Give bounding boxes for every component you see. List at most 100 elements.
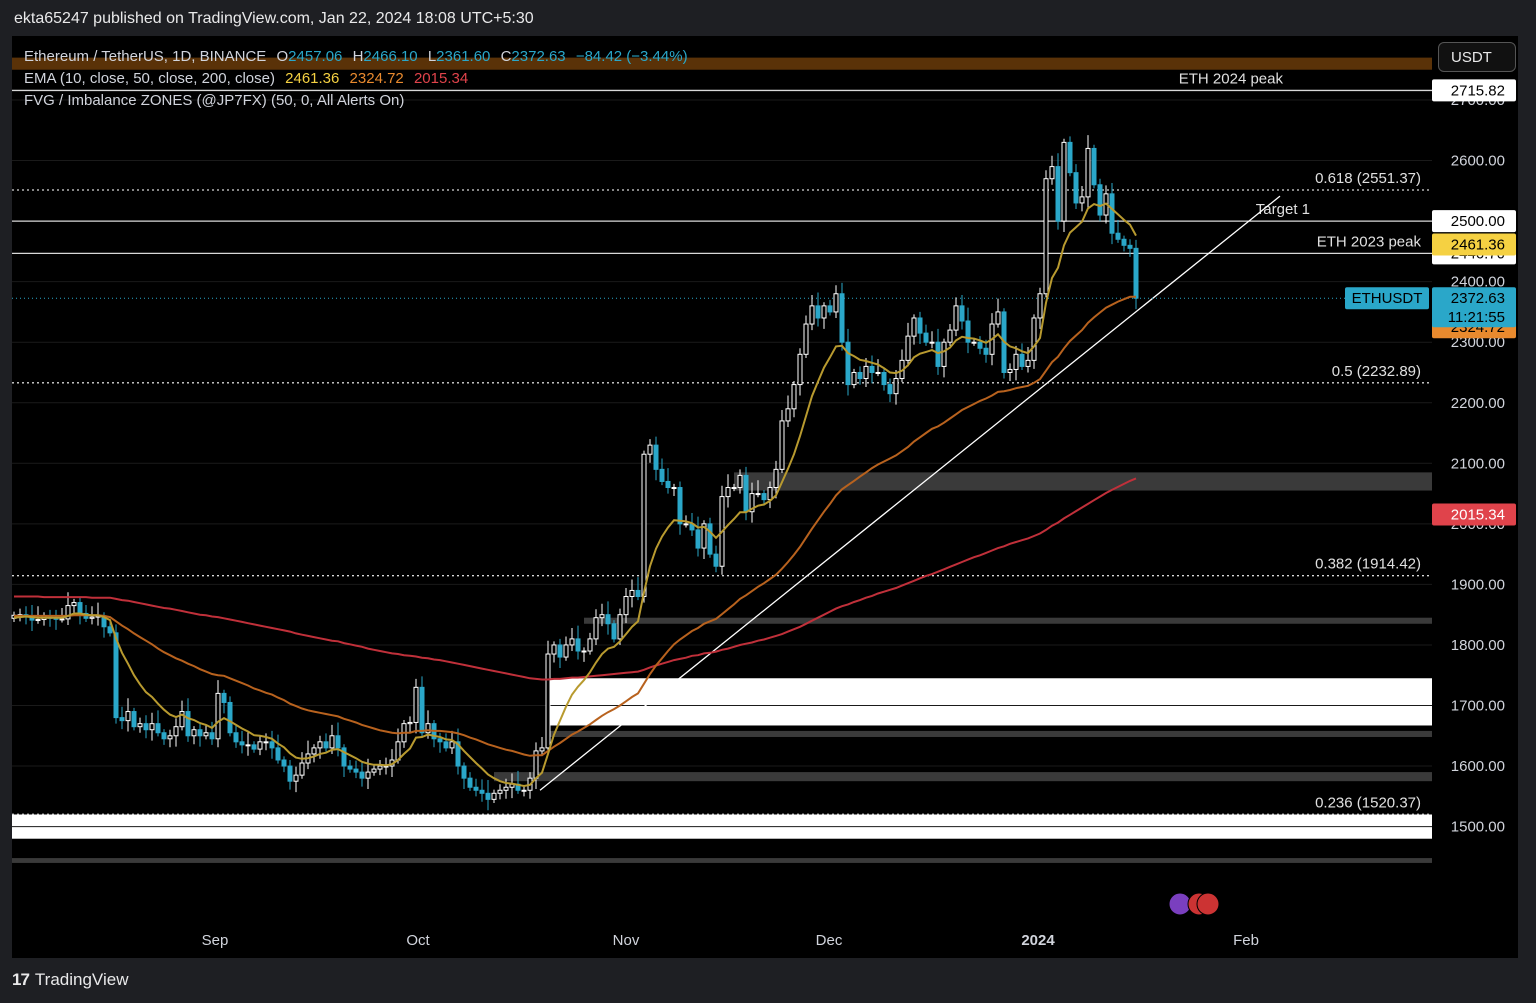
candle-body <box>1037 293 1043 319</box>
candle-body <box>413 686 419 723</box>
candle-body <box>761 493 767 501</box>
candle-body <box>953 305 959 331</box>
candle-body <box>89 616 95 619</box>
candle-body <box>215 692 221 740</box>
price-badges: 2715.822500.002446.702461.362324.722015.… <box>1168 79 1516 916</box>
candle-body <box>797 353 803 386</box>
candle-body <box>1043 178 1049 295</box>
ema10-value: 2461.36 <box>285 70 340 87</box>
candle-body <box>269 741 275 749</box>
candle-body <box>365 771 371 779</box>
ema50-line <box>14 295 1136 757</box>
ema200-line <box>14 477 1137 681</box>
candle-body <box>563 644 569 658</box>
candle-body <box>203 732 209 737</box>
candle-body <box>1121 238 1127 246</box>
symbol-tag: ETHUSDT <box>1352 290 1423 307</box>
candle-body <box>119 717 125 722</box>
fvg-title: FVG / Imbalance ZONES (@JP7FX) (50, 0, A… <box>24 92 405 109</box>
candle-body <box>551 644 557 655</box>
candle-body <box>1085 147 1091 198</box>
y-tick-label: 1800.00 <box>1451 637 1505 654</box>
candle-body <box>857 371 863 380</box>
tradingview-brand[interactable]: 17 TradingView <box>12 970 128 990</box>
x-tick-label: Sep <box>202 932 229 949</box>
last-price-badge: 2372.63 <box>1451 290 1505 307</box>
candle-body <box>1097 184 1103 216</box>
candle-body <box>827 305 833 313</box>
candle-body <box>467 777 473 788</box>
candle-body <box>107 626 113 634</box>
candle-body <box>1055 166 1061 222</box>
candle-body <box>173 726 179 737</box>
candle-body <box>557 644 563 658</box>
time-axis: Sep Oct Nov Dec 2024 Feb <box>202 932 1259 949</box>
candle-body <box>779 420 785 470</box>
currency-button[interactable]: USDT <box>1438 42 1516 72</box>
fvg-zone <box>734 472 1432 491</box>
candle-body <box>791 384 797 410</box>
candle-body <box>335 735 341 749</box>
candle-body <box>263 741 269 744</box>
candle-body <box>659 468 665 482</box>
candle-body <box>629 589 635 598</box>
level-badge-bg <box>1432 210 1516 233</box>
y-tick-label: 1600.00 <box>1451 758 1505 775</box>
level-badge-bg <box>1432 79 1516 102</box>
trend-line <box>539 195 1281 791</box>
header-bar: ekta65247 published on TradingView.com, … <box>0 0 1536 36</box>
candle-body <box>275 747 281 761</box>
candle-body <box>1091 147 1097 186</box>
candle-body <box>1127 244 1133 249</box>
ohlc-close: C2372.63 <box>500 48 566 65</box>
candle-body <box>653 444 659 470</box>
x-tick-label: Feb <box>1233 932 1259 949</box>
ema-title: EMA (10, close, 50, close, 200, close) <box>24 70 275 87</box>
candle-body <box>1007 368 1013 373</box>
ema200-value: 2015.34 <box>413 70 469 87</box>
candle-body <box>575 638 581 652</box>
candle-body <box>539 747 545 752</box>
candle-body <box>1025 359 1031 367</box>
candle-body <box>731 487 737 490</box>
candle-body <box>773 468 779 489</box>
ema50-value: 2324.72 <box>349 70 404 87</box>
candle-body <box>1133 247 1139 299</box>
x-tick-label: Nov <box>613 932 640 949</box>
candle-body <box>677 487 683 525</box>
chart-legend: Ethereum / TetherUS, 1D, BINANCE O2457.0… <box>24 46 694 112</box>
countdown-label: 11:21:55 <box>1448 309 1505 326</box>
candle-body <box>947 329 953 343</box>
candle-body <box>1031 317 1037 361</box>
candle-body <box>1019 353 1025 367</box>
ema200-badge: 2015.34 <box>1451 507 1505 524</box>
candle-body <box>887 384 893 395</box>
candle-body <box>287 765 293 782</box>
candle-body <box>167 735 173 740</box>
candle-body <box>671 487 677 490</box>
candle-body <box>707 523 713 555</box>
candle-body <box>755 493 761 496</box>
fvg-zone <box>548 730 1432 737</box>
ema10-badge-bg <box>1432 233 1516 256</box>
candle-body <box>983 347 989 355</box>
candle-body <box>929 341 935 344</box>
level-label: 0.382 (1914.42) <box>1315 556 1421 573</box>
candle-body <box>113 632 119 719</box>
candle-body <box>995 311 1001 325</box>
y-tick-label: 2100.00 <box>1451 455 1505 472</box>
candle-body <box>377 765 383 770</box>
level-label: 0.236 (1520.37) <box>1315 794 1421 811</box>
ohlc-high: H2466.10 <box>352 48 418 65</box>
candle-body <box>935 341 941 367</box>
candle-body <box>437 738 443 743</box>
candle-body <box>1067 141 1073 174</box>
candle-body <box>725 487 731 498</box>
candle-body <box>185 711 191 737</box>
candle-body <box>713 553 719 567</box>
candle-body <box>191 729 197 737</box>
candle-body <box>359 771 365 779</box>
candle-body <box>143 723 149 731</box>
candle-body <box>125 711 131 722</box>
